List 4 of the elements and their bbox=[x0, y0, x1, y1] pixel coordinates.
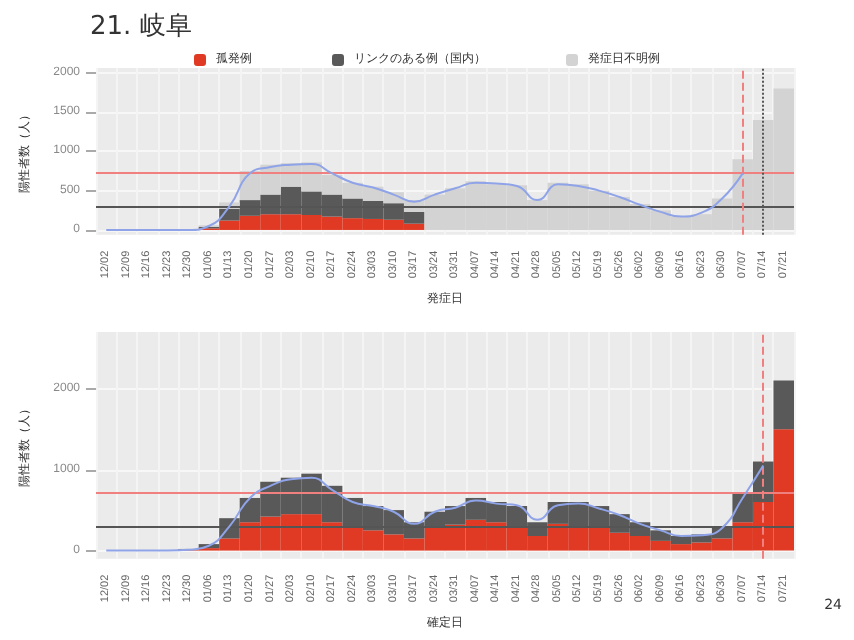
line-series bbox=[105, 162, 744, 231]
bar bbox=[773, 380, 794, 430]
line-series bbox=[105, 464, 765, 552]
chart-title: 21. 岐阜 bbox=[90, 12, 192, 42]
